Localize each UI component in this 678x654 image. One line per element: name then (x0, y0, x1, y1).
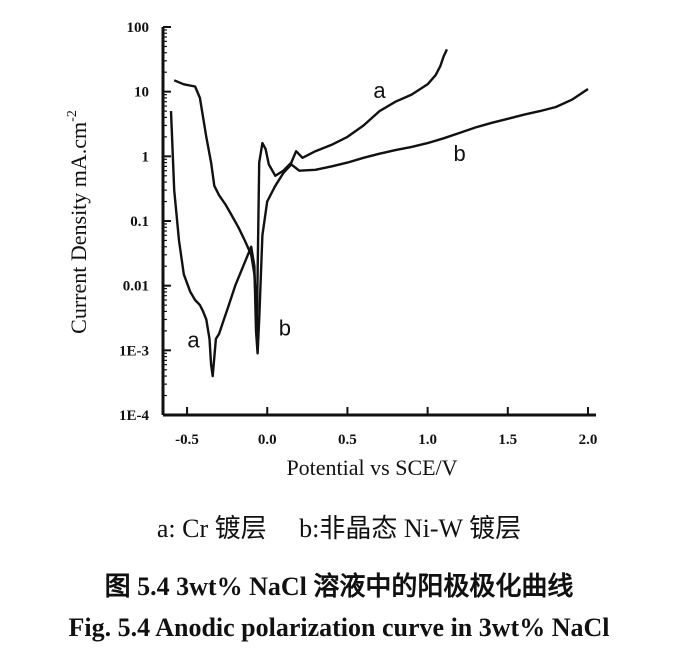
x-tick-label: 2.0 (579, 432, 598, 448)
figure-caption-english: Fig. 5.4 Anodic polarization curve in 3w… (68, 613, 610, 642)
y-axis-title: Current Density mA.cm-2 (65, 110, 91, 334)
series-lines (169, 48, 589, 378)
y-tick-label: 0.01 (123, 279, 149, 295)
curve-label-b: b (279, 315, 291, 340)
y-tick-label: 1E-4 (119, 408, 150, 424)
y-tick-label: 1 (142, 149, 150, 165)
y-tick-label: 0.1 (130, 214, 149, 230)
x-tick-label: -0.5 (175, 432, 199, 448)
legend-caption: a: Cr 镀层 b:非晶态 Ni-W 镀层 (156, 514, 522, 543)
y-axis-title-main: Current Density mA.cm (66, 122, 91, 334)
curve-label-b: b (454, 141, 466, 166)
x-axis-title: Potential vs SCE/V (286, 455, 457, 480)
x-tick-label: 1.5 (498, 432, 517, 448)
axis-ticks: -0.5 0.0 0.5 1.0 1.5 2.0 100 10 1 0.1 0.01 1E-3 1E-4 (119, 20, 597, 448)
figure-caption-chinese: 图 5.4 3wt% NaCl 溶液中的阳极极化曲线 (104, 572, 574, 601)
curve-label-a: a (187, 328, 200, 353)
x-tick-label: 1.0 (418, 432, 437, 448)
x-tick-label: 0.5 (338, 432, 357, 448)
series-line-b (169, 88, 589, 378)
series-line-a (173, 48, 448, 333)
curve-label-a: a (373, 78, 386, 103)
y-tick-label: 100 (127, 20, 150, 36)
y-tick-label: 1E-3 (119, 343, 149, 359)
curve-annotations: a b a b (187, 78, 465, 353)
y-axis-title-exponent: -2 (65, 110, 80, 122)
x-tick-label: 0.0 (258, 432, 277, 448)
y-tick-label: 10 (134, 85, 149, 101)
